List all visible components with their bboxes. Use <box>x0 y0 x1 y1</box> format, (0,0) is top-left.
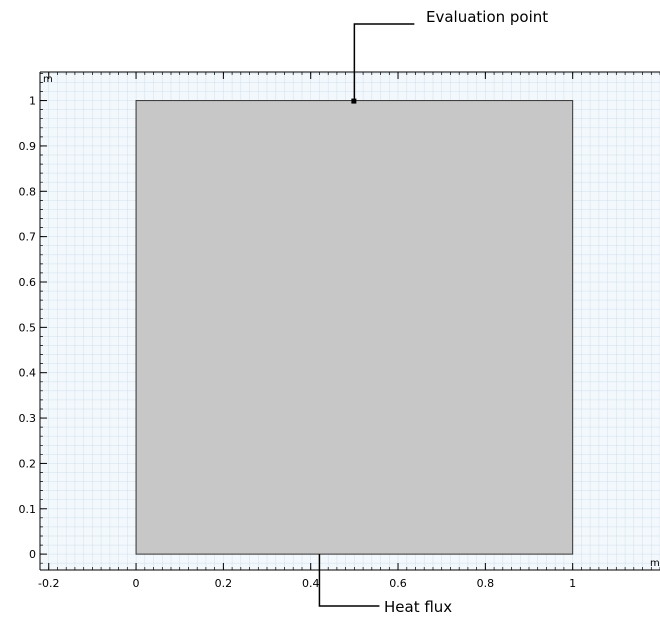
heat-flux-leader <box>318 554 380 607</box>
square-domain <box>135 100 574 555</box>
x-tick-label: 0 <box>133 577 140 590</box>
y-tick-label: 0.9 <box>19 140 37 153</box>
x-unit-label: m <box>650 558 660 569</box>
y-tick-label: 1 <box>29 95 36 108</box>
y-tick-label: 0.2 <box>19 457 37 470</box>
y-tick-label: 0.6 <box>19 276 37 289</box>
evaluation-point-leader <box>353 23 415 101</box>
x-tick-label: 0.6 <box>389 577 407 590</box>
x-tick-label: 0.2 <box>215 577 233 590</box>
y-tick-label: 0.7 <box>19 231 37 244</box>
y-tick-label: 0.3 <box>19 412 37 425</box>
geometry-domain <box>135 100 574 555</box>
x-tick-label: -0.2 <box>38 577 59 590</box>
evaluation-point-label: Evaluation point <box>426 8 548 26</box>
y-tick-label: 0.1 <box>19 503 37 516</box>
heat-flux-label: Heat flux <box>384 598 452 616</box>
axes: -0.2 0 0.2 0.4 0.6 0.8 1 0 0.1 0.2 0.3 0.4 0.5 0.6 0.7… <box>19 71 660 590</box>
x-tick-label: 1 <box>569 577 576 590</box>
y-tick-label: 0.4 <box>19 367 37 380</box>
evaluation-point-marker <box>351 98 357 104</box>
y-unit-label: m <box>43 74 53 85</box>
x-tick-label: 0.8 <box>477 577 495 590</box>
y-tick-label: 0.5 <box>19 321 37 334</box>
annotations: Evaluation point Heat flux <box>318 8 548 616</box>
y-tick-label: 0 <box>29 548 36 561</box>
y-tick-label: 0.8 <box>19 185 37 198</box>
x-tick-label: 0.4 <box>302 577 320 590</box>
